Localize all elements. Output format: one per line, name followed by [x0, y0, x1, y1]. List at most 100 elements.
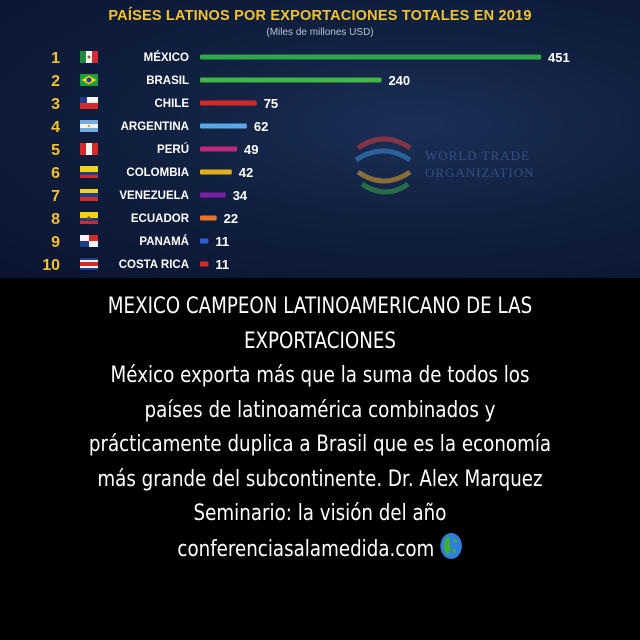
flag-stripe — [80, 221, 98, 224]
value-label: 75 — [264, 96, 278, 111]
category-label: COSTA RICA — [119, 259, 189, 271]
bar-row: 5 PERÚ 49 — [51, 142, 258, 159]
flag-stripe — [80, 120, 98, 124]
flag-stripe — [80, 262, 98, 266]
wto-line2: ORGANIZATION — [425, 165, 535, 180]
flag-stripe — [80, 189, 98, 193]
flag-stripe — [92, 143, 98, 155]
bar-row: 8 ECUADOR 22 — [51, 211, 238, 228]
rank-label: 6 — [51, 165, 60, 182]
flag-icon — [80, 51, 98, 63]
flag-emblem — [87, 55, 91, 59]
caption-line: países de latinoamérica combinados y — [144, 397, 496, 423]
bar-row: 10 COSTA RICA 11 — [42, 257, 229, 274]
wto-line1: WORLD TRADE — [425, 148, 530, 163]
wto-logo-icon — [354, 136, 412, 195]
bar-row: 4 ARGENTINA 62 — [51, 119, 268, 136]
bar — [200, 169, 232, 175]
flag-icon — [80, 120, 98, 132]
flag-icon — [80, 189, 98, 201]
caption: MEXICO CAMPEON LATINOAMERICANO DE LAS EX… — [71, 290, 569, 567]
flag-stripe — [80, 197, 98, 201]
rank-label: 3 — [51, 96, 60, 113]
caption-line: Seminario: la visión del año — [193, 501, 447, 526]
flag-quarter — [80, 241, 89, 247]
flag-stripe — [92, 51, 98, 63]
rank-label: 4 — [51, 119, 60, 136]
value-label: 240 — [388, 73, 410, 88]
rank-label: 9 — [51, 234, 60, 251]
caption-line: MEXICO CAMPEON LATINOAMERICANO DE LAS — [107, 294, 533, 319]
category-label: ARGENTINA — [121, 121, 189, 133]
flag-stripe — [80, 143, 86, 155]
bar — [200, 215, 217, 221]
value-label: 49 — [244, 142, 258, 157]
bar-row: 9 PANAMÁ 11 — [51, 234, 229, 251]
value-label: 34 — [233, 188, 248, 203]
category-label: BRASIL — [146, 75, 189, 87]
rank-label: 2 — [51, 73, 60, 90]
bar — [200, 146, 238, 152]
flag-stripe — [80, 175, 98, 178]
flag-stripe — [80, 212, 98, 218]
bar — [200, 192, 226, 198]
flag-stripe — [80, 128, 98, 132]
flag-stripe — [80, 103, 98, 109]
wto-logo-watermark: WORLD TRADE ORGANIZATION — [354, 136, 535, 195]
chart-panel: PAÍSES LATINOS POR EXPORTACIONES TOTALES… — [0, 0, 640, 278]
flag-stripe — [80, 172, 98, 175]
flag-icon — [80, 143, 98, 155]
flag-canton — [80, 97, 87, 103]
category-label: CHILE — [155, 98, 190, 110]
caption-last-line: conferenciasalamedida.com — [71, 532, 569, 568]
rank-label: 10 — [42, 257, 60, 274]
value-label: 11 — [215, 234, 229, 249]
category-label: VENEZUELA — [119, 190, 189, 202]
value-label: 22 — [224, 211, 238, 226]
flag-icon — [80, 74, 98, 86]
caption-line: prácticamente duplica a Brasil que es la… — [88, 432, 552, 457]
flag-stripe — [80, 51, 86, 63]
value-label: 451 — [548, 50, 570, 65]
globe-americas-icon — [440, 532, 462, 559]
rank-label: 7 — [51, 188, 60, 205]
value-label: 42 — [239, 165, 253, 180]
category-label: COLOMBIA — [126, 167, 189, 179]
category-label: ECUADOR — [131, 213, 190, 225]
flag-icon — [80, 166, 98, 178]
flag-icon — [80, 212, 98, 224]
flag-stripe — [80, 193, 98, 197]
bar — [200, 54, 541, 60]
bar — [200, 238, 209, 244]
caption-line: EXPORTACIONES — [244, 328, 396, 354]
bar-row: 7 VENEZUELA 34 — [51, 188, 248, 205]
bar — [200, 100, 257, 106]
bar — [200, 77, 382, 83]
website-link[interactable]: conferenciasalamedida.com — [177, 536, 435, 562]
value-label: 62 — [254, 119, 268, 134]
bar-row: 1 MÉXICO 451 — [51, 50, 570, 67]
bar — [200, 261, 209, 267]
value-label: 11 — [215, 257, 229, 272]
bar-row: 2 BRASIL 240 — [51, 73, 410, 90]
flag-stripe — [80, 97, 98, 103]
rank-label: 1 — [51, 50, 60, 67]
flag-globe — [86, 77, 92, 83]
rank-label: 5 — [51, 142, 60, 159]
flag-sun — [87, 124, 91, 128]
flag-stripe — [86, 143, 92, 155]
chart-title: PAÍSES LATINOS POR EXPORTACIONES TOTALES… — [108, 8, 532, 24]
flag-quarter — [89, 235, 98, 241]
category-label: MÉXICO — [144, 51, 189, 64]
bar-row: 3 CHILE 75 — [51, 96, 278, 113]
bar — [200, 123, 247, 129]
chart-subtitle: (Miles de millones USD) — [266, 27, 374, 38]
rank-label: 8 — [51, 211, 60, 228]
bar-row: 6 COLOMBIA 42 — [51, 165, 253, 182]
flag-icon — [80, 258, 98, 270]
flag-icon — [80, 235, 98, 247]
category-label: PERÚ — [157, 143, 189, 156]
flag-emblem — [87, 216, 91, 220]
